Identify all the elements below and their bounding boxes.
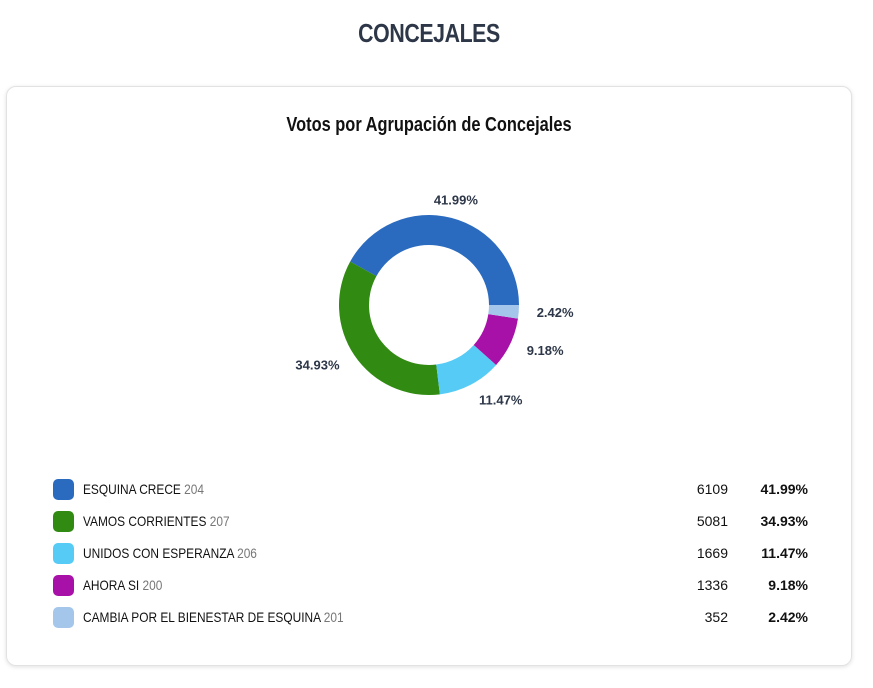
- legend-item[interactable]: CAMBIA POR EL BIENESTAR DE ESQUINA 201 3…: [53, 601, 808, 633]
- legend-votes: 1336: [696, 577, 728, 593]
- party-code: 204: [184, 481, 205, 497]
- donut-slice[interactable]: [436, 344, 497, 395]
- page-title: CONCEJALES: [358, 18, 500, 48]
- legend-label: UNIDOS CON ESPERANZA 206: [83, 545, 580, 561]
- party-name: UNIDOS CON ESPERANZA: [83, 545, 234, 561]
- legend-votes: 352: [704, 609, 728, 625]
- legend-percent: 9.18%: [768, 577, 808, 593]
- slice-label: 9.18%: [527, 343, 564, 358]
- party-code: 200: [142, 577, 163, 593]
- slice-label: 41.99%: [434, 192, 479, 207]
- legend-votes: 5081: [696, 513, 728, 529]
- slice-label: 34.93%: [295, 357, 340, 372]
- legend-percent: 11.47%: [761, 545, 808, 561]
- party-name: VAMOS CORRIENTES: [83, 513, 207, 529]
- legend-swatch: [53, 510, 74, 532]
- legend-swatch: [53, 574, 74, 596]
- party-code: 207: [209, 513, 230, 529]
- donut-slice[interactable]: [473, 314, 518, 365]
- legend-label: CAMBIA POR EL BIENESTAR DE ESQUINA 201: [83, 609, 580, 625]
- donut-slice[interactable]: [488, 305, 519, 319]
- legend-label: ESQUINA CRECE 204: [83, 481, 580, 497]
- legend-label: VAMOS CORRIENTES 207: [83, 513, 580, 529]
- legend-percent: 2.42%: [768, 609, 808, 625]
- party-code: 206: [237, 545, 257, 561]
- chart-title: Votos por Agrupación de Concejales: [286, 114, 572, 136]
- legend: ESQUINA CRECE 204 6109 41.99% VAMOS CORR…: [53, 473, 808, 633]
- legend-swatch: [53, 606, 74, 628]
- legend-votes: 6109: [696, 481, 728, 497]
- legend-swatch: [53, 542, 74, 564]
- party-name: CAMBIA POR EL BIENESTAR DE ESQUINA: [83, 609, 321, 625]
- legend-percent: 34.93%: [760, 513, 808, 529]
- slice-label: 11.47%: [479, 393, 523, 408]
- donut-slice[interactable]: [338, 261, 440, 395]
- party-code: 201: [323, 609, 344, 625]
- legend-item[interactable]: VAMOS CORRIENTES 207 5081 34.93%: [53, 505, 808, 537]
- legend-votes: 1669: [696, 545, 728, 561]
- slice-label: 2.42%: [537, 305, 574, 320]
- legend-item[interactable]: ESQUINA CRECE 204 6109 41.99%: [53, 473, 808, 505]
- legend-label: AHORA SI 200: [83, 577, 580, 593]
- chart-card: [6, 86, 852, 666]
- party-name: ESQUINA CRECE: [83, 481, 181, 497]
- party-name: AHORA SI: [83, 577, 140, 593]
- legend-percent: 41.99%: [760, 481, 808, 497]
- donut-slice[interactable]: [350, 214, 519, 305]
- legend-swatch: [53, 478, 74, 500]
- legend-item[interactable]: UNIDOS CON ESPERANZA 206 1669 11.47%: [53, 537, 808, 569]
- legend-item[interactable]: AHORA SI 200 1336 9.18%: [53, 569, 808, 601]
